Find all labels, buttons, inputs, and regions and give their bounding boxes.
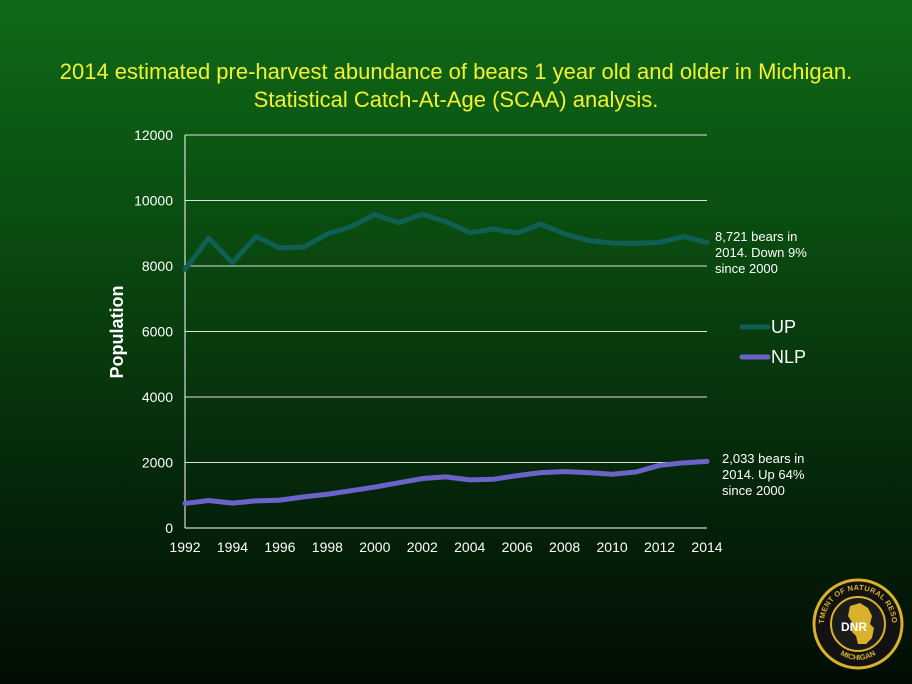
slide-title: 2014 estimated pre-harvest abundance of … bbox=[59, 59, 853, 112]
michigan-shape-icon bbox=[848, 603, 874, 644]
logo-center-text: DNR bbox=[841, 620, 867, 634]
y-tick-labels: 0 2000 4000 6000 8000 10000 12000 bbox=[134, 127, 173, 536]
gridlines bbox=[185, 134, 707, 463]
y-tick-label: 10000 bbox=[134, 193, 173, 209]
svg-text:MICHIGAN: MICHIGAN bbox=[839, 649, 877, 663]
x-tick-label: 2008 bbox=[549, 539, 580, 555]
x-tick-label: 2002 bbox=[407, 539, 438, 555]
nlp-annotation: 2,033 bears in 2014. Up 64% since 2000 bbox=[722, 451, 805, 498]
x-tick-label: 2010 bbox=[597, 539, 628, 555]
y-axis-title: Population bbox=[107, 286, 127, 379]
x-tick-labels: 1992 1994 1996 1998 2000 2002 2004 2006 2008 2010… bbox=[169, 539, 722, 555]
legend: UP NLP bbox=[739, 317, 806, 367]
logo-ring-bottom-text: MICHIGAN bbox=[839, 649, 877, 663]
x-tick-label: 1994 bbox=[217, 539, 248, 555]
y-tick-label: 4000 bbox=[142, 389, 173, 405]
series-line-nlp bbox=[182, 458, 710, 506]
x-tick-label: 2012 bbox=[644, 539, 675, 555]
series-line-up bbox=[182, 211, 710, 272]
y-tick-label: 12000 bbox=[134, 127, 173, 143]
data-series bbox=[182, 211, 710, 506]
x-tick-label: 1996 bbox=[264, 539, 295, 555]
y-tick-label: 2000 bbox=[142, 455, 173, 471]
x-tick-label: 2014 bbox=[691, 539, 722, 555]
dnr-seal-logo: DEPARTMENT OF NATURAL RESOURCES MICHIGAN… bbox=[812, 578, 904, 670]
y-tick-label: 0 bbox=[165, 520, 173, 536]
y-tick-label: 6000 bbox=[142, 324, 173, 340]
legend-label-up: UP bbox=[771, 317, 796, 337]
x-tick-label: 1992 bbox=[169, 539, 200, 555]
x-tick-label: 2006 bbox=[502, 539, 533, 555]
up-annotation: 8,721 bears in 2014. Down 9% since 2000 bbox=[715, 229, 807, 276]
x-tick-label: 1998 bbox=[312, 539, 343, 555]
x-tick-label: 2004 bbox=[454, 539, 485, 555]
legend-label-nlp: NLP bbox=[771, 347, 806, 367]
y-tick-label: 8000 bbox=[142, 258, 173, 274]
chart-axes bbox=[184, 135, 707, 529]
x-tick-label: 2000 bbox=[359, 539, 390, 555]
